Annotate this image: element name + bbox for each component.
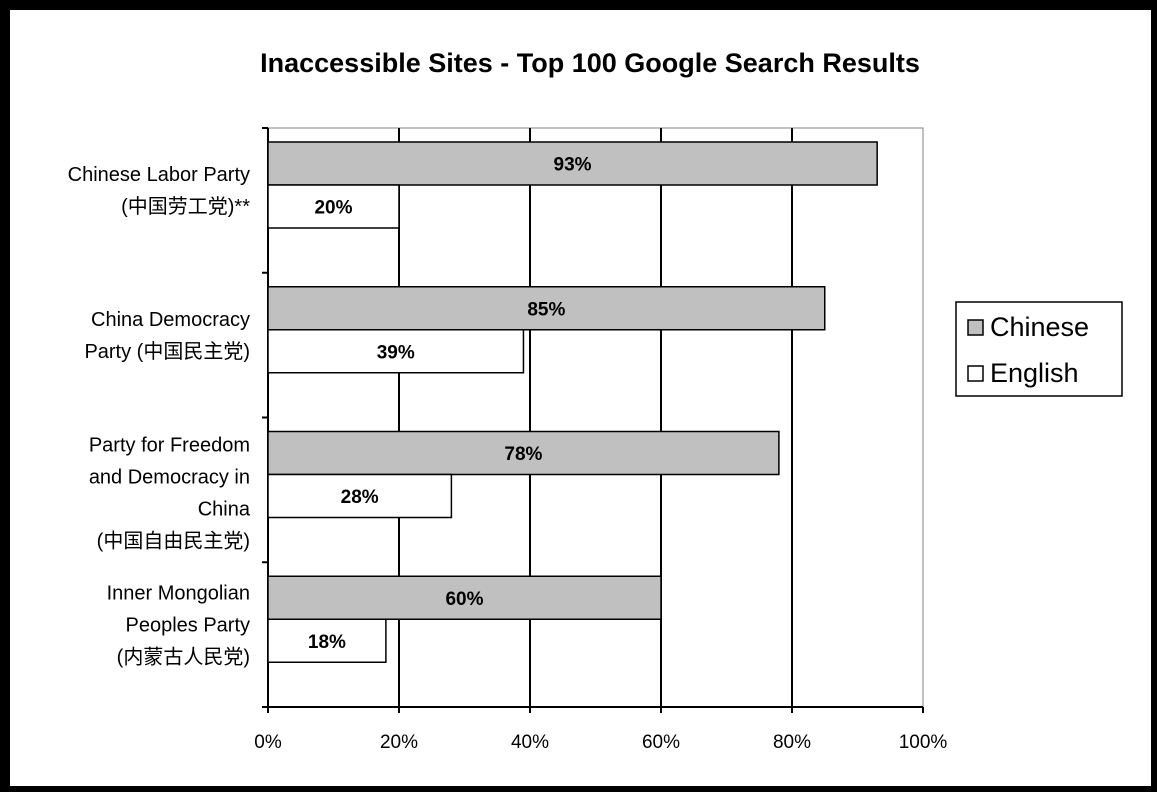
legend: Chinese English	[955, 301, 1123, 397]
bar-english	[267, 473, 453, 519]
data-label: 18%	[308, 632, 346, 653]
bar-english	[267, 329, 525, 374]
bar-chinese	[267, 430, 780, 476]
category-label: (中国自由民主党)	[97, 530, 250, 553]
bar-english	[267, 618, 387, 663]
bar-chinese	[267, 141, 878, 186]
data-label: 60%	[445, 589, 483, 610]
legend-swatch-chinese	[967, 319, 984, 336]
legend-label: Chinese	[990, 312, 1089, 342]
x-tick-label: 40%	[511, 732, 549, 753]
chart-svg: Inaccessible Sites - Top 100 Google Sear…	[68, 48, 1123, 753]
data-label: 28%	[341, 487, 379, 508]
category-label: and Democracy in	[89, 467, 250, 489]
category-label: (中国劳工党)**	[121, 195, 250, 218]
legend-swatch-english	[967, 365, 984, 382]
x-tick-label: 60%	[642, 732, 680, 753]
data-label: 78%	[504, 444, 542, 465]
chart-frame: Inaccessible Sites - Top 100 Google Sear…	[10, 10, 1151, 786]
bar-chinese	[267, 286, 826, 331]
bar-english	[267, 184, 400, 229]
chart-title: Inaccessible Sites - Top 100 Google Sear…	[260, 48, 920, 78]
category-label: (内蒙古人民党)	[117, 645, 250, 668]
category-label: Party (中国民主党)	[84, 340, 250, 363]
legend-label: English	[990, 358, 1079, 388]
plot-area: 0% 20% 40% 60% 80% 100% 93% 85% 78% 60% 20% 39% 28% 1…	[68, 127, 948, 753]
x-tick-label: 20%	[380, 732, 418, 753]
category-label: China	[198, 499, 251, 521]
bar-chinese	[267, 575, 662, 620]
x-tick-label: 100%	[899, 732, 948, 753]
category-label: Inner Mongolian	[107, 582, 250, 604]
category-label: Chinese Labor Party	[68, 164, 250, 186]
data-label: 85%	[527, 299, 565, 320]
category-label: Party for Freedom	[89, 435, 250, 457]
category-label: China Democracy	[91, 309, 250, 331]
x-tick-label: 0%	[254, 732, 282, 753]
category-label: Peoples Party	[125, 614, 250, 636]
x-tick-label: 80%	[773, 732, 811, 753]
data-label: 93%	[554, 155, 592, 176]
data-label: 39%	[377, 342, 415, 363]
data-label: 20%	[314, 198, 352, 219]
